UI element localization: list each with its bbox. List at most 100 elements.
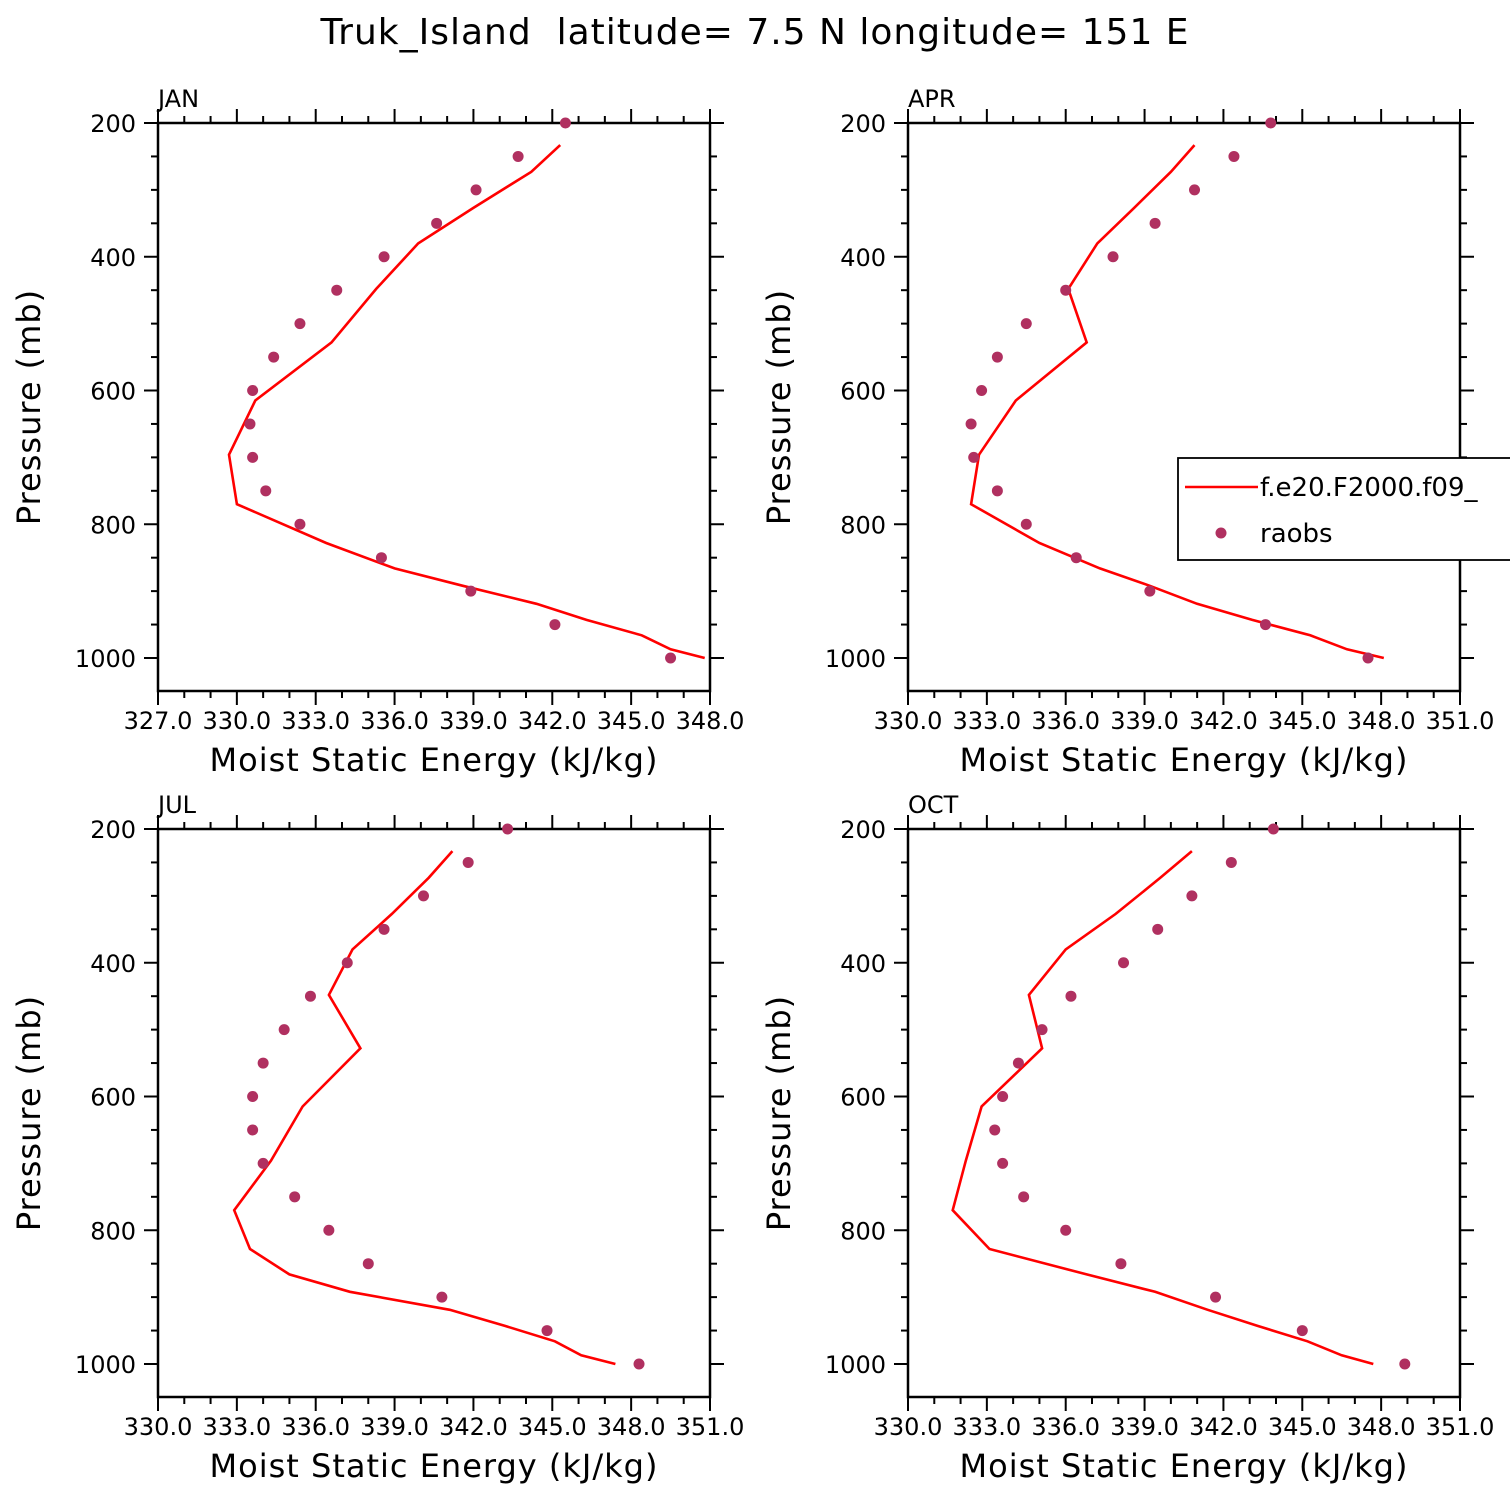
obs-point [257, 1157, 269, 1169]
obs-point [1144, 585, 1156, 597]
obs-point [968, 451, 980, 463]
x-tick-label: 351.0 [676, 1413, 745, 1441]
panel-label-oct: OCT [908, 791, 959, 819]
series-line-model [227, 144, 706, 660]
obs-point [1399, 1358, 1411, 1370]
x-tick-label: 339.0 [1110, 707, 1179, 735]
plot-frame [156, 827, 712, 1399]
obs-point [1189, 184, 1201, 196]
x-tick-label: 351.0 [1426, 1413, 1495, 1441]
obs-point [431, 217, 443, 229]
obs-point [976, 385, 988, 396]
obs-point [1210, 1291, 1222, 1303]
x-tick-label: 348.0 [1347, 707, 1416, 735]
obs-point [559, 117, 571, 129]
obs-point [1020, 318, 1032, 330]
x-tick-label: 342.0 [1189, 1413, 1258, 1441]
x-axis-label: Moist Static Energy (kJ/kg) [210, 1447, 659, 1485]
x-tick-label: 333.0 [952, 707, 1021, 735]
y-tick-label: 800 [90, 511, 136, 539]
obs-point [541, 1325, 553, 1337]
x-tick-label: 339.0 [360, 1413, 429, 1441]
x-tick-label: 330.0 [874, 707, 943, 735]
obs-point [1020, 518, 1032, 530]
obs-point [1018, 1191, 1030, 1203]
x-tick-label: 345.0 [597, 707, 666, 735]
plot-frame [906, 827, 1462, 1399]
obs-point [257, 1057, 269, 1069]
obs-point [378, 251, 390, 263]
obs-point [268, 351, 280, 363]
panel-label-jul: JUL [156, 791, 197, 819]
obs-point [1012, 1057, 1024, 1069]
x-tick-label: 330.0 [874, 1413, 943, 1441]
obs-point [247, 451, 259, 463]
x-tick-label: 339.0 [439, 707, 508, 735]
obs-point [997, 1157, 1009, 1169]
panel-label-apr: APR [908, 85, 956, 113]
y-tick-label: 1000 [75, 645, 136, 673]
obs-point [633, 1358, 645, 1370]
obs-point [512, 150, 524, 162]
y-tick-label: 800 [840, 511, 886, 539]
obs-point [549, 619, 561, 631]
obs-point [1267, 823, 1279, 835]
x-tick-label: 348.0 [676, 707, 745, 735]
obs-point [436, 1291, 448, 1303]
obs-point [991, 351, 1003, 363]
obs-point [470, 184, 482, 196]
obs-point [1265, 117, 1277, 129]
y-axis-label: Pressure (mb) [760, 289, 798, 525]
x-tick-label: 333.0 [952, 1413, 1021, 1441]
legend-box [1177, 457, 1510, 561]
panel-label-jan: JAN [156, 85, 199, 113]
y-axis-label: Pressure (mb) [10, 289, 48, 525]
obs-point [1296, 1325, 1308, 1337]
obs-point [294, 318, 306, 330]
obs-point [1115, 1258, 1127, 1270]
obs-point [1118, 957, 1130, 969]
obs-point [665, 652, 677, 664]
obs-point [247, 1091, 259, 1102]
panel-jul: 200 400 600 800 1000 330.0 333.0 336.0 339.0 342.… [10, 791, 744, 1485]
x-tick-label: 345.0 [1268, 707, 1337, 735]
plot-frame [156, 121, 712, 693]
x-tick-label: 333.0 [202, 1413, 271, 1441]
legend-label-model: f.e20.F2000.f09_ [1260, 473, 1478, 503]
obs-point [1362, 652, 1374, 664]
x-tick-label: 342.0 [439, 1413, 508, 1441]
legend-dot-swatch [1215, 527, 1227, 539]
y-tick-label: 200 [90, 110, 136, 138]
obs-point [1152, 923, 1164, 935]
y-tick-label: 1000 [825, 1351, 886, 1379]
x-tick-label: 339.0 [1110, 1413, 1179, 1441]
obs-point [331, 284, 343, 296]
obs-point [247, 1124, 259, 1136]
obs-point [1259, 619, 1271, 631]
series-line-model [232, 850, 616, 1366]
x-tick-label: 342.0 [518, 707, 587, 735]
y-tick-label: 800 [840, 1217, 886, 1245]
x-tick-label: 333.0 [281, 707, 350, 735]
obs-point [375, 552, 387, 564]
panel-jan: 200 400 600 800 1000 327.0 330.0 333.0 336.0 339.… [10, 85, 744, 779]
series-line-model [951, 850, 1374, 1366]
obs-point [323, 1224, 335, 1236]
obs-point [1060, 284, 1072, 296]
obs-point [1060, 1224, 1072, 1236]
obs-point [1225, 856, 1237, 868]
obs-point [289, 1191, 301, 1203]
x-tick-label: 345.0 [1268, 1413, 1337, 1441]
obs-point [462, 856, 474, 868]
y-tick-label: 200 [840, 110, 886, 138]
x-tick-label: 330.0 [124, 1413, 193, 1441]
obs-point [989, 1124, 1001, 1136]
x-tick-label: 348.0 [1347, 1413, 1416, 1441]
y-axis-label: Pressure (mb) [760, 995, 798, 1231]
obs-point [991, 485, 1003, 497]
x-axis-label: Moist Static Energy (kJ/kg) [210, 741, 659, 779]
legend-label-obs: raobs [1260, 519, 1333, 549]
obs-point [997, 1091, 1009, 1102]
x-axis-label: Moist Static Energy (kJ/kg) [960, 741, 1409, 779]
y-tick-label: 600 [840, 378, 886, 406]
